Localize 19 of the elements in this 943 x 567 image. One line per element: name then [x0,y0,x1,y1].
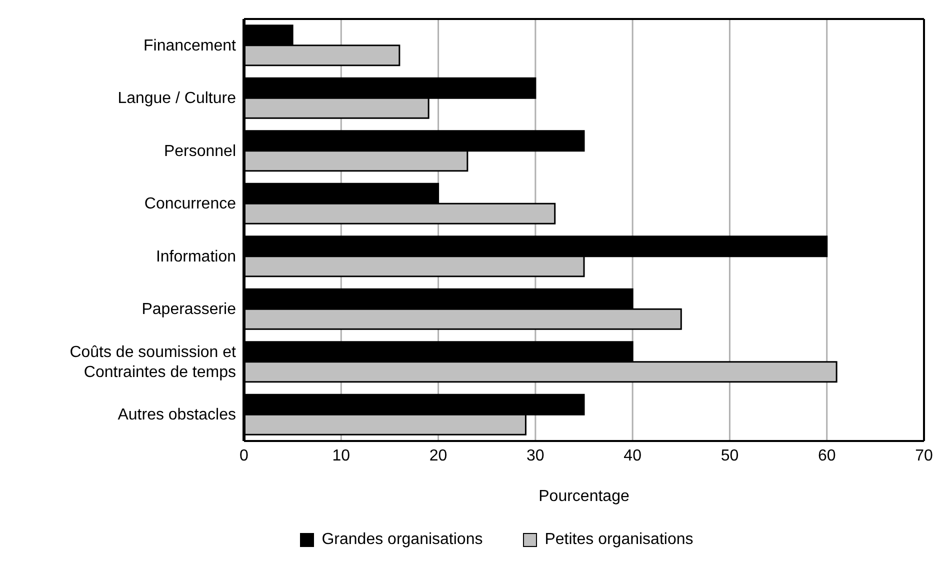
y-tick-label: Autres obstacles [118,406,236,424]
x-tick-label: 50 [720,447,739,464]
y-tick-label: Personnel [164,142,236,160]
y-tick-label: Langue / Culture [118,90,236,107]
x-axis-title: Pourcentage [538,488,630,505]
legend-label: Petites organisations [544,531,694,549]
legend-label: Grandes organisations [322,531,483,549]
x-tick-label: 40 [624,447,642,464]
x-tick-label: 10 [332,447,350,464]
x-tick-label: 70 [915,447,933,464]
x-tick-label: 20 [429,447,448,464]
y-tick-label: Information [156,248,236,265]
x-tick-label: 0 [240,447,249,464]
y-tick-label: Financement [144,36,237,54]
x-tick-label: 60 [818,447,836,464]
x-tick-label: 30 [526,447,544,464]
y-tick-label: Concurrence [144,195,236,212]
y-tick-label: Coûts de soumission et Contraintes de temps [70,343,237,380]
y-tick-label: Paperasserie [142,300,236,318]
